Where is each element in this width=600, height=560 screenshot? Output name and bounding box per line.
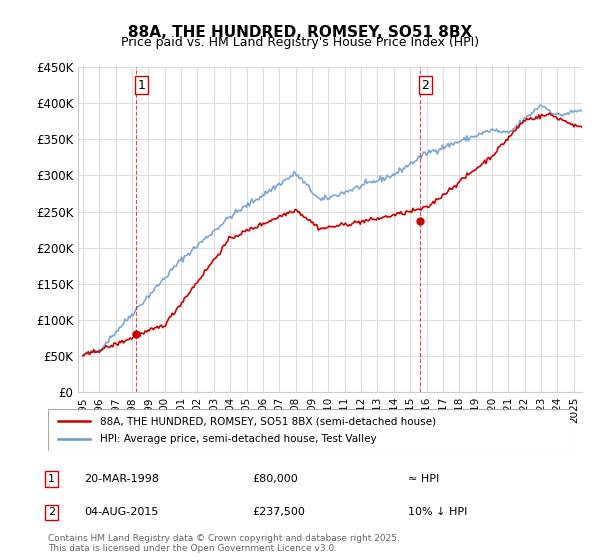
Text: 20-MAR-1998: 20-MAR-1998 <box>84 474 159 484</box>
Text: 04-AUG-2015: 04-AUG-2015 <box>84 507 158 517</box>
Text: ≈ HPI: ≈ HPI <box>408 474 439 484</box>
Text: 1: 1 <box>48 474 55 484</box>
Text: HPI: Average price, semi-detached house, Test Valley: HPI: Average price, semi-detached house,… <box>100 434 377 444</box>
Text: 1: 1 <box>137 79 145 92</box>
Text: £80,000: £80,000 <box>252 474 298 484</box>
FancyBboxPatch shape <box>48 409 570 451</box>
Text: 2: 2 <box>421 79 430 92</box>
Text: 2: 2 <box>48 507 55 517</box>
Text: Price paid vs. HM Land Registry's House Price Index (HPI): Price paid vs. HM Land Registry's House … <box>121 36 479 49</box>
Text: 88A, THE HUNDRED, ROMSEY, SO51 8BX: 88A, THE HUNDRED, ROMSEY, SO51 8BX <box>128 25 472 40</box>
Text: 10% ↓ HPI: 10% ↓ HPI <box>408 507 467 517</box>
Text: £237,500: £237,500 <box>252 507 305 517</box>
Text: Contains HM Land Registry data © Crown copyright and database right 2025.
This d: Contains HM Land Registry data © Crown c… <box>48 534 400 553</box>
Text: 88A, THE HUNDRED, ROMSEY, SO51 8BX (semi-detached house): 88A, THE HUNDRED, ROMSEY, SO51 8BX (semi… <box>100 417 436 426</box>
